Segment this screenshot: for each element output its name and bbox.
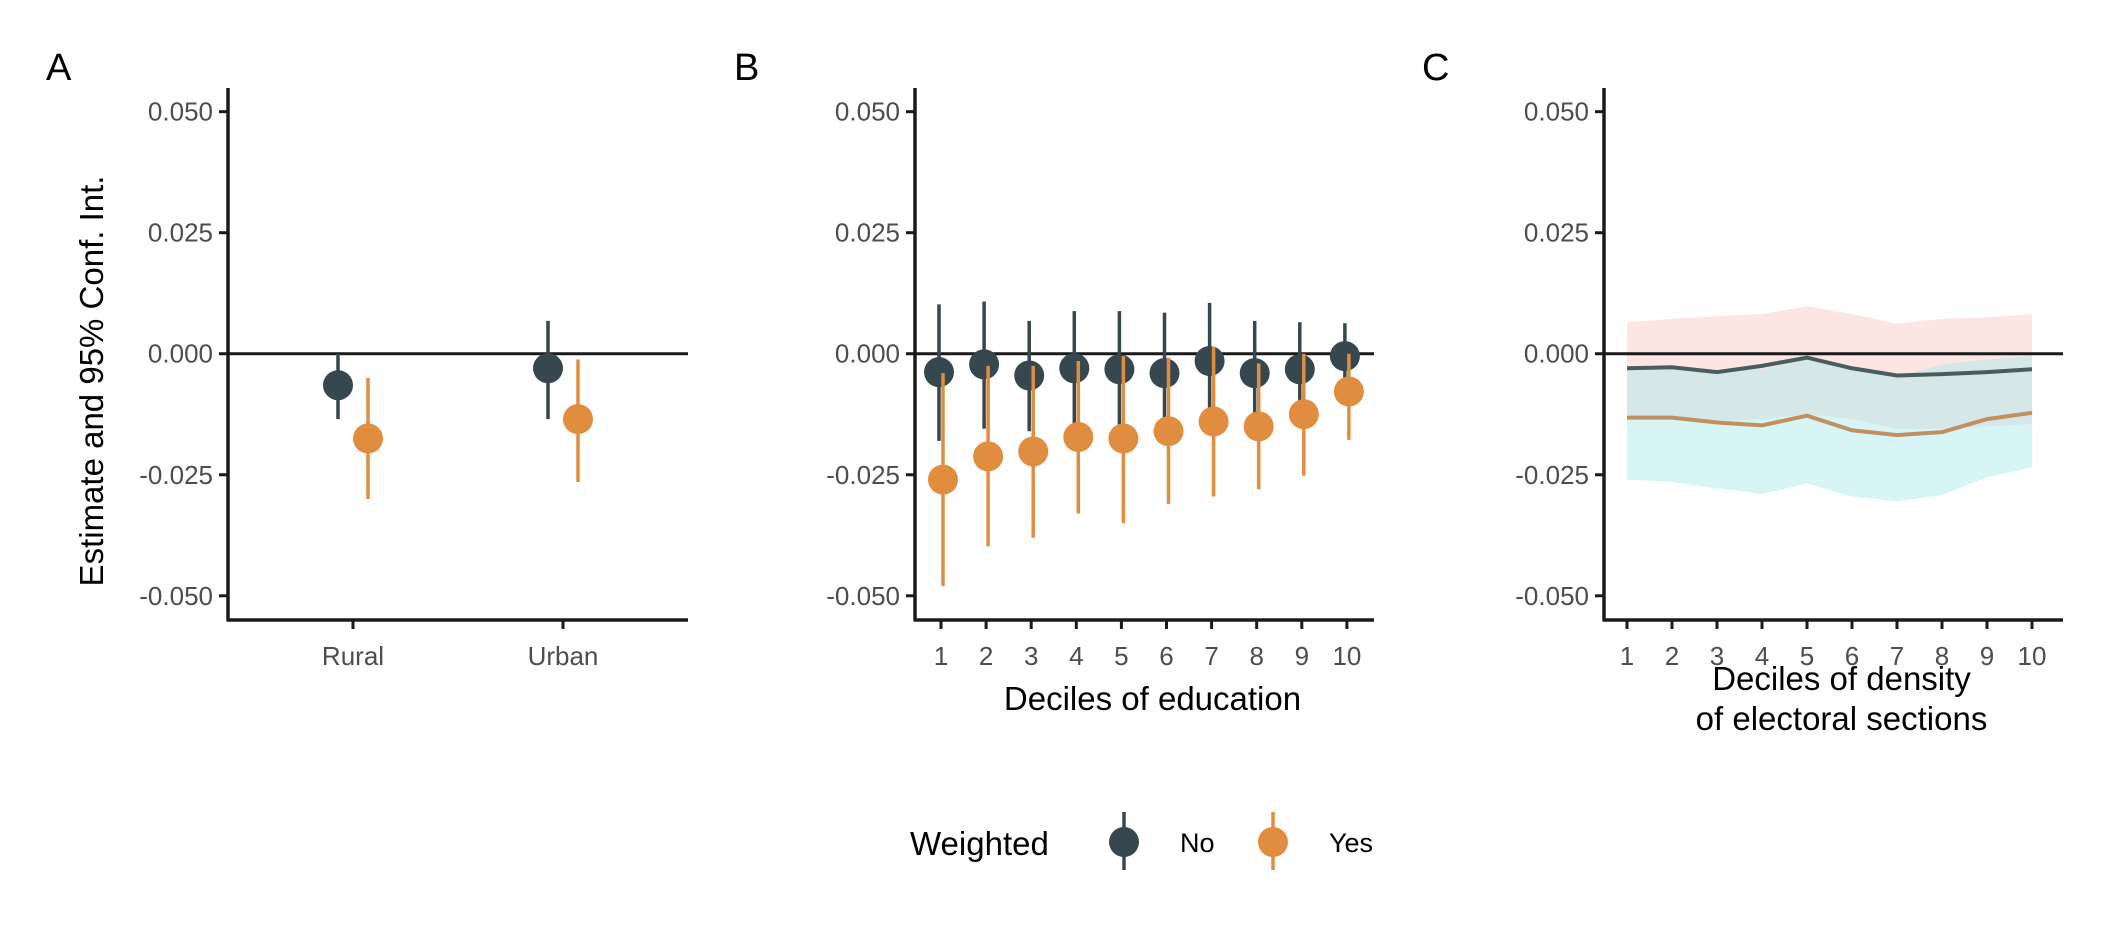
point-no [1239, 358, 1270, 389]
point-yes [1153, 416, 1184, 447]
point-no [1329, 341, 1360, 372]
panel-a: A 0.050 0.025 0.000 -0.025 -0.050 Rural Urban Es… [46, 47, 688, 671]
point-yes [1243, 411, 1274, 442]
x-tick-label: 10 [1332, 641, 1361, 671]
x-tick-label: 9 [1295, 641, 1309, 671]
x-axis-title-line: of electoral sections [1696, 700, 1988, 737]
x-tick-label: Rural [322, 641, 384, 671]
x-tick-label: 2 [1665, 641, 1679, 671]
y-tick-label: 0.050 [835, 97, 900, 127]
legend-key-point-yes [1258, 827, 1288, 857]
point-yes [1288, 399, 1319, 430]
y-tick-label: -0.025 [1515, 460, 1589, 490]
panel-b: B 0.050 0.025 0.000 -0.025 -0.050 1 2 3 4 5 6 7 8 9 10 D… [734, 47, 1374, 717]
line-no [1626, 355, 2033, 378]
point-yes [1333, 376, 1364, 407]
y-axis-title: Estimate and 95% Conf. Int. [73, 176, 110, 587]
point-no [1104, 354, 1135, 385]
x-axis-title: Deciles of density of electoral sections [1696, 660, 1988, 737]
y-tick-label: -0.050 [1515, 581, 1589, 611]
legend-label-no: No [1180, 828, 1215, 858]
legend-title: Weighted [910, 825, 1049, 862]
y-tick-label: -0.025 [139, 460, 213, 490]
x-tick-label: Urban [528, 641, 599, 671]
x-tick-label: 4 [1755, 641, 1769, 671]
y-tick-label: -0.025 [826, 460, 900, 490]
x-axis-title-line: Deciles of education [1004, 680, 1301, 717]
x-axis-title-line: Deciles of density [1712, 660, 1971, 697]
x-tick-label: 5 [1800, 641, 1814, 671]
point-yes [1018, 436, 1049, 467]
y-tick-label: 0.025 [835, 218, 900, 248]
x-tick-label: 8 [1935, 641, 1949, 671]
y-tick-label: 0.050 [1524, 97, 1589, 127]
point-no [323, 370, 353, 401]
x-tick-label: 1 [1620, 641, 1634, 671]
panel-tag: A [46, 47, 72, 89]
y-tick-label: 0.050 [148, 97, 213, 127]
point-no [1059, 353, 1090, 384]
point-yes [973, 441, 1004, 472]
x-tick-label: 3 [1024, 641, 1038, 671]
y-tick-label: 0.000 [148, 339, 213, 369]
x-tick-label: 9 [1980, 641, 1994, 671]
y-tick-label: 0.025 [1524, 218, 1589, 248]
point-no [1194, 346, 1225, 376]
point-no [924, 357, 954, 388]
y-tick-label: -0.050 [139, 581, 213, 611]
line-yes [1627, 410, 2033, 438]
ci-band-no [1627, 306, 2032, 429]
x-tick-label: 1 [934, 641, 948, 671]
point-yes [928, 464, 958, 495]
x-tick-label: 6 [1159, 641, 1173, 671]
point-no [1284, 354, 1315, 385]
point-yes [563, 404, 593, 435]
point-yes [1198, 406, 1229, 437]
ci-band-yes [1627, 356, 2032, 502]
x-tick-label: 6 [1845, 641, 1859, 671]
point-no [969, 349, 1000, 380]
point-no [1149, 358, 1180, 389]
y-tick-label: 0.025 [148, 218, 213, 248]
legend-key-point-no [1109, 827, 1139, 857]
panel-c: C 0.050 0.025 0.000 -0.025 -0.050 1 2 3 4 5 6 7 8 9 10 D… [1422, 47, 2063, 737]
point-no [533, 353, 563, 384]
y-tick-label: 0.000 [835, 339, 900, 369]
x-tick-label: 4 [1069, 641, 1083, 671]
legend: Weighted No Yes [910, 812, 1373, 870]
point-yes [353, 423, 383, 454]
point-no [1014, 360, 1045, 391]
x-tick-label: 8 [1249, 641, 1263, 671]
point-yes [1063, 422, 1094, 453]
legend-label-yes: Yes [1329, 828, 1373, 858]
point-yes [1108, 423, 1139, 454]
x-tick-label: 7 [1204, 641, 1218, 671]
x-tick-label: 5 [1114, 641, 1128, 671]
x-tick-label: 2 [979, 641, 993, 671]
x-tick-label: 3 [1710, 641, 1724, 671]
x-tick-label: 7 [1890, 641, 1904, 671]
panel-tag: B [734, 47, 759, 89]
x-tick-label: 10 [2018, 641, 2047, 671]
y-tick-label: -0.050 [826, 581, 900, 611]
x-axis-title: Deciles of education [1004, 680, 1301, 717]
panel-tag: C [1422, 47, 1449, 89]
y-tick-label: 0.000 [1524, 339, 1589, 369]
